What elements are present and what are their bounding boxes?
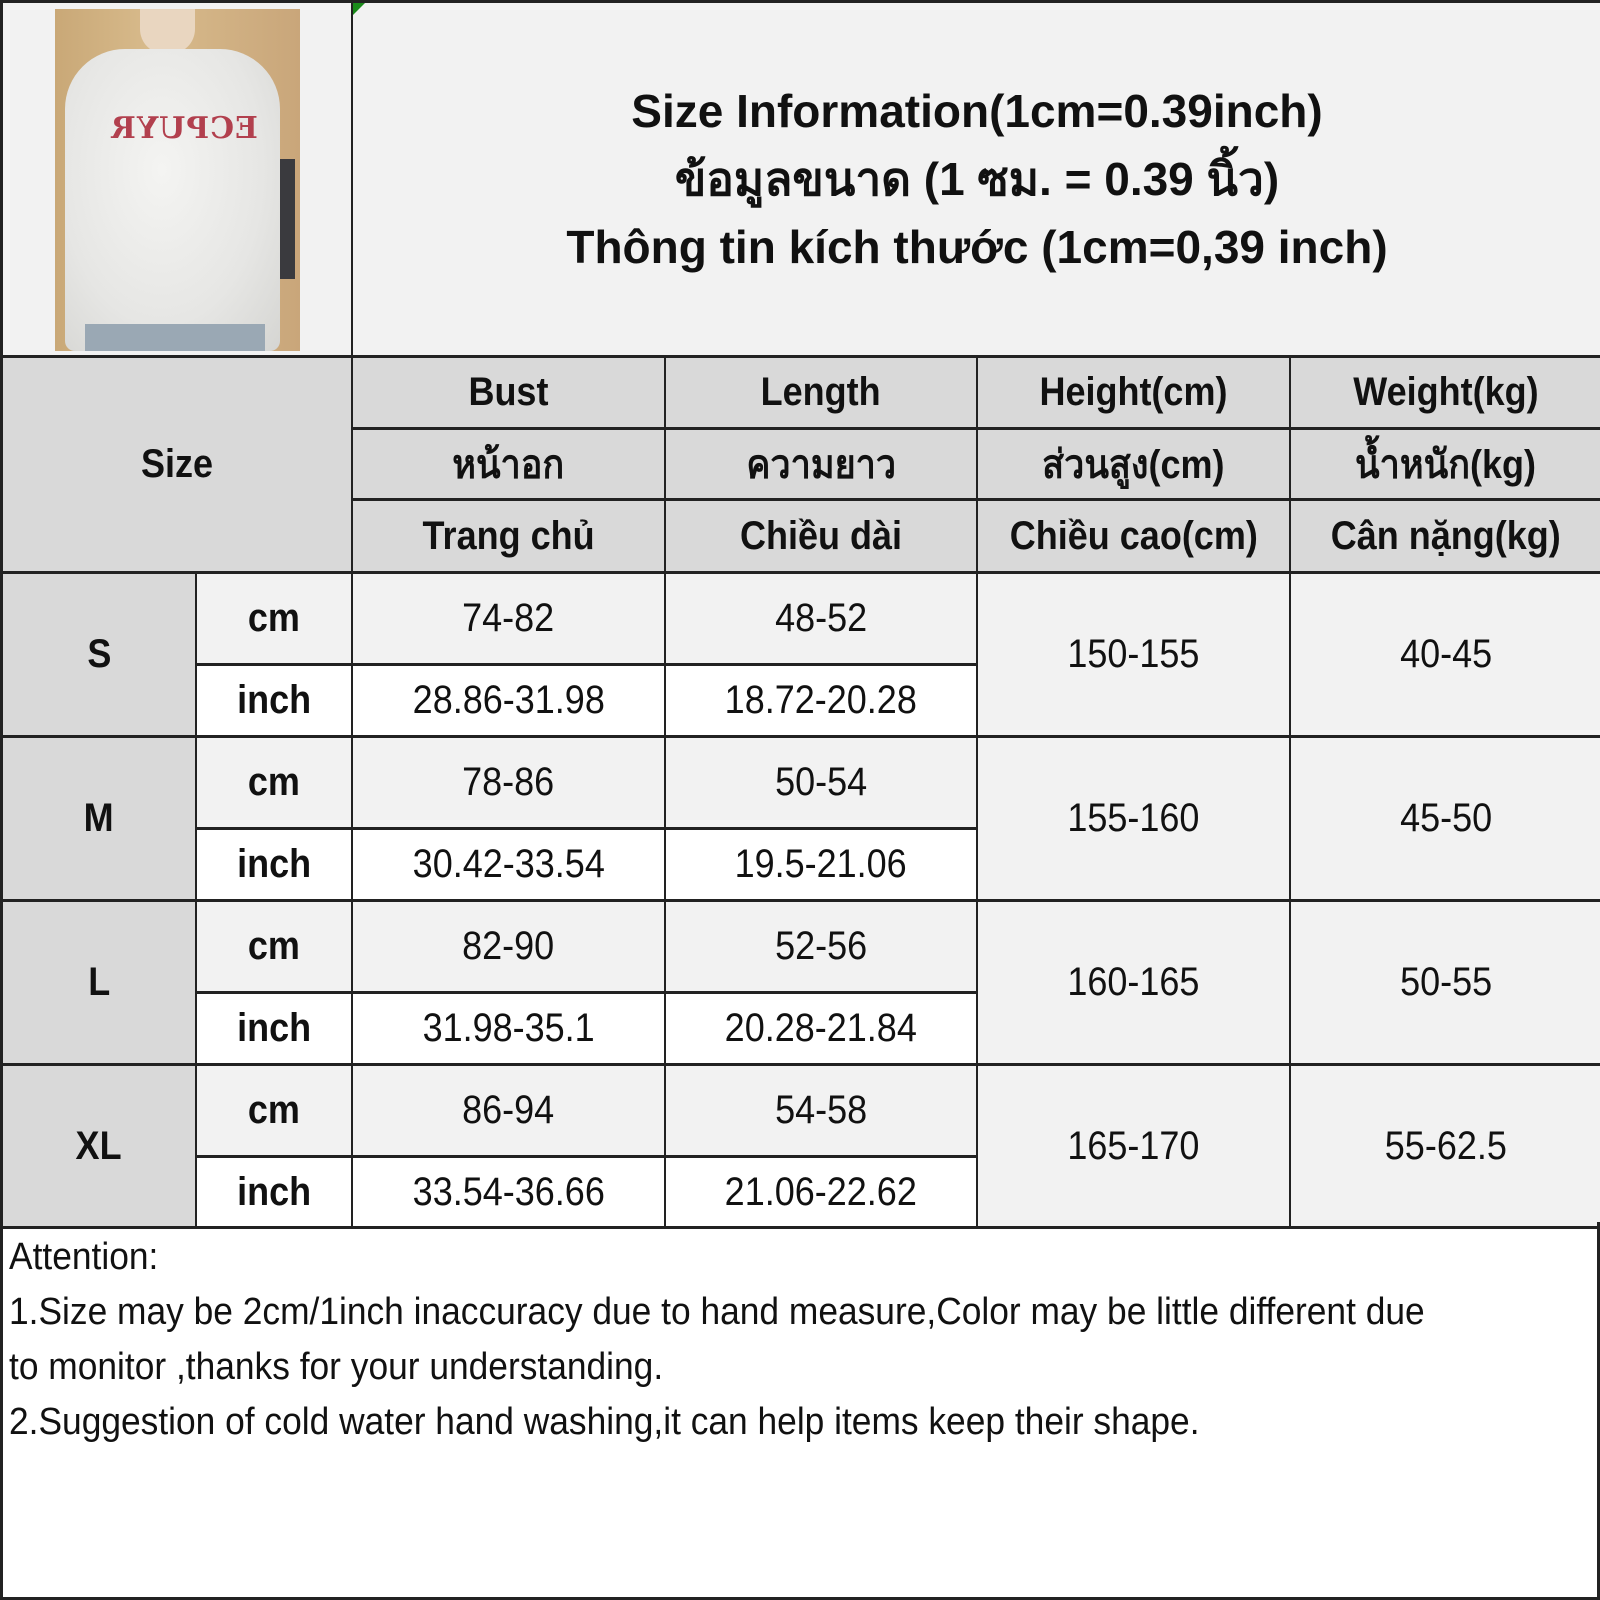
- header-height-en: Height(cm): [978, 358, 1291, 430]
- header-weight-vi: Cân nặng(kg): [1291, 501, 1600, 574]
- title-th: ข้อมูลขนาด (1 ซม. = 0.39 นิ้ว): [674, 153, 1280, 205]
- note-line: 2.Suggestion of cold water hand washing,…: [9, 1401, 1200, 1443]
- title-en: Size Information(1cm=0.39inch): [631, 85, 1323, 137]
- weight-range: 40-45: [1291, 574, 1600, 738]
- height-range: 155-160: [978, 738, 1291, 902]
- bust-inch: 30.42-33.54: [353, 830, 666, 902]
- header-bust-vi: Trang chủ: [353, 501, 666, 574]
- bust-cm: 82-90: [353, 902, 666, 994]
- header-weight-th: น้ำหนัก(kg): [1291, 430, 1600, 501]
- size-header: Size: [3, 358, 353, 574]
- note-line: 1.Size may be 2cm/1inch inaccuracy due t…: [9, 1291, 1425, 1333]
- note-line: to monitor ,thanks for your understandin…: [9, 1346, 664, 1388]
- header-height-th: ส่วนสูง(cm): [978, 430, 1291, 501]
- unit-inch: inch: [197, 830, 353, 902]
- size-label: S: [3, 574, 197, 738]
- unit-inch: inch: [197, 1158, 353, 1229]
- cell-marker-icon: [353, 3, 365, 15]
- length-inch: 18.72-20.28: [666, 666, 978, 738]
- length-cm: 50-54: [666, 738, 978, 830]
- weight-range: 45-50: [1291, 738, 1600, 902]
- header-length-en: Length: [666, 358, 978, 430]
- title-vi: Thông tin kích thước (1cm=0,39 inch): [566, 221, 1388, 273]
- size-label: M: [3, 738, 197, 902]
- unit-cm: cm: [197, 902, 353, 994]
- length-cm: 54-58: [666, 1066, 978, 1158]
- weight-range: 50-55: [1291, 902, 1600, 1066]
- header-length-vi: Chiều dài: [666, 501, 978, 574]
- height-range: 160-165: [978, 902, 1291, 1066]
- unit-cm: cm: [197, 1066, 353, 1158]
- unit-inch: inch: [197, 666, 353, 738]
- length-cm: 48-52: [666, 574, 978, 666]
- header-length-th: ความยาว: [666, 430, 978, 501]
- bust-inch: 28.86-31.98: [353, 666, 666, 738]
- unit-cm: cm: [197, 574, 353, 666]
- unit-inch: inch: [197, 994, 353, 1066]
- attention-notes: Attention: 1.Size may be 2cm/1inch inacc…: [0, 1222, 1600, 1600]
- size-info-title: Size Information(1cm=0.39inch) ข้อมูลขนา…: [353, 3, 1600, 358]
- bust-cm: 74-82: [353, 574, 666, 666]
- header-height-vi: Chiều cao(cm): [978, 501, 1291, 574]
- product-photo: ECPUYR: [55, 9, 300, 351]
- header-weight-en: Weight(kg): [1291, 358, 1600, 430]
- header-bust-en: Bust: [353, 358, 666, 430]
- notes-heading: Attention:: [9, 1236, 159, 1278]
- size-label: XL: [3, 1066, 197, 1229]
- size-chart-table: ECPUYR Size Information(1cm=0.39inch) ข้…: [0, 0, 1600, 1229]
- weight-range: 55-62.5: [1291, 1066, 1600, 1229]
- height-range: 150-155: [978, 574, 1291, 738]
- unit-cm: cm: [197, 738, 353, 830]
- length-inch: 20.28-21.84: [666, 994, 978, 1066]
- size-label: L: [3, 902, 197, 1066]
- product-photo-cell: ECPUYR: [3, 3, 353, 358]
- bust-inch: 33.54-36.66: [353, 1158, 666, 1229]
- bust-inch: 31.98-35.1: [353, 994, 666, 1066]
- length-inch: 19.5-21.06: [666, 830, 978, 902]
- height-range: 165-170: [978, 1066, 1291, 1229]
- length-cm: 52-56: [666, 902, 978, 994]
- shirt-print-logo: ECPUYR: [110, 111, 258, 146]
- header-bust-th: หน้าอก: [353, 430, 666, 501]
- bust-cm: 86-94: [353, 1066, 666, 1158]
- bust-cm: 78-86: [353, 738, 666, 830]
- length-inch: 21.06-22.62: [666, 1158, 978, 1229]
